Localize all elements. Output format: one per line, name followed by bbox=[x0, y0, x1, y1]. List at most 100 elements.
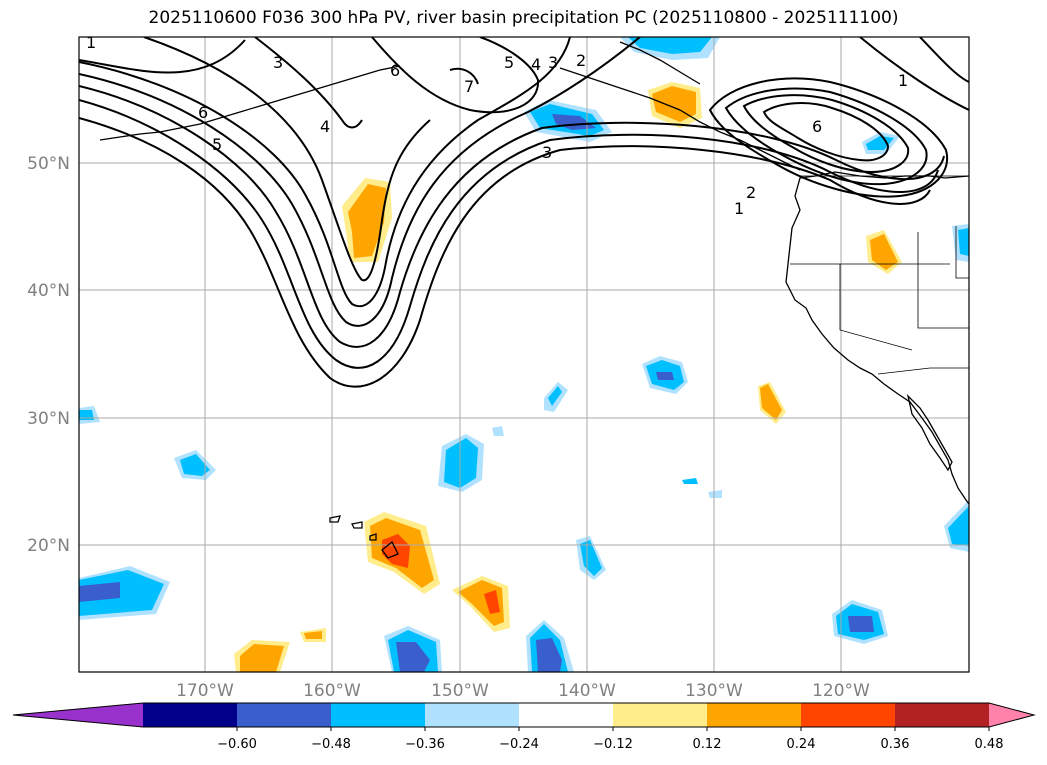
precip-negative-region bbox=[536, 638, 562, 672]
precip-regions bbox=[79, 37, 969, 672]
pv-contour-labels: 1 2 2 3 3 3 4 4 5 5 6 6 6 7 1 1 bbox=[86, 33, 908, 218]
map-content bbox=[79, 37, 969, 672]
latitude-labels: 50°N 40°N 30°N 20°N bbox=[27, 154, 70, 556]
pv-label: 7 bbox=[464, 77, 474, 96]
pv-contour-line bbox=[708, 77, 949, 198]
precip-negative-region bbox=[79, 570, 164, 616]
map-frame bbox=[78, 36, 970, 673]
gridlines bbox=[79, 37, 969, 672]
pv-contour-line bbox=[449, 67, 479, 85]
coastlines bbox=[99, 41, 969, 559]
pv-contours bbox=[79, 37, 969, 388]
pv-label: 4 bbox=[531, 55, 541, 74]
colorbar-tick-label: 0.36 bbox=[881, 737, 910, 752]
pv-contour-line bbox=[371, 37, 540, 114]
pv-label: 3 bbox=[273, 53, 283, 72]
state-borders bbox=[790, 226, 969, 375]
precip-negative-region bbox=[492, 426, 504, 436]
pv-contour-line bbox=[143, 37, 431, 282]
colorbar-tick-label: −0.48 bbox=[311, 737, 351, 752]
pv-label: 6 bbox=[812, 117, 822, 136]
precip-negative-region bbox=[444, 438, 478, 488]
colorbar-tick-label: 0.48 bbox=[975, 737, 1004, 752]
pv-contour-line bbox=[919, 37, 969, 83]
colorbar-tick-label: 0.24 bbox=[787, 737, 816, 752]
pv-contour-line bbox=[79, 39, 246, 74]
colorbar-segment bbox=[237, 703, 332, 727]
precip-negative-region bbox=[958, 228, 969, 256]
pv-label: 1 bbox=[734, 199, 744, 218]
north-america-coastline bbox=[785, 171, 969, 505]
pv-label: 5 bbox=[212, 135, 222, 154]
pv-label: 2 bbox=[576, 51, 586, 70]
pv-label: 6 bbox=[390, 61, 400, 80]
colorbar-segment bbox=[801, 703, 896, 727]
pv-contour-line bbox=[79, 37, 641, 327]
lat-label: 50°N bbox=[27, 154, 70, 174]
colorbar-tick-label: −0.24 bbox=[499, 737, 539, 752]
precip-positive-region bbox=[240, 644, 284, 672]
pv-label: 5 bbox=[504, 53, 514, 72]
map-title: 2025110600 F036 300 hPa PV, river basin … bbox=[148, 8, 899, 28]
precip-negative-region bbox=[79, 582, 120, 602]
baja-california-coastline bbox=[906, 393, 953, 472]
precip-negative-region bbox=[656, 372, 674, 380]
pv-contour-line bbox=[79, 85, 945, 348]
precip-negative-region bbox=[708, 490, 722, 498]
lon-label: 160°W bbox=[303, 681, 361, 701]
precip-negative-region bbox=[866, 136, 894, 150]
pv-contour-line bbox=[254, 37, 363, 129]
colorbar-segment bbox=[707, 703, 802, 727]
precip-positive-region bbox=[870, 234, 898, 270]
lon-label: 120°W bbox=[812, 681, 870, 701]
pv-contour-line bbox=[79, 99, 939, 369]
alaska-coastline bbox=[559, 41, 801, 171]
colorbar-segment bbox=[895, 703, 990, 727]
precip-positive-region bbox=[760, 384, 782, 420]
colorbar-segment bbox=[143, 703, 238, 727]
precip-negative-region bbox=[848, 616, 874, 632]
colorbar-tick-label: −0.36 bbox=[405, 737, 445, 752]
lon-label: 150°W bbox=[431, 681, 489, 701]
pv-contour-line bbox=[859, 37, 969, 111]
pv-contour-line bbox=[762, 102, 890, 162]
precip-negative-region bbox=[682, 478, 698, 484]
lat-label: 40°N bbox=[27, 281, 70, 301]
colorbar-tick-label: −0.60 bbox=[217, 737, 257, 752]
precip-negative-region bbox=[580, 540, 602, 576]
colorbar-extend-max bbox=[989, 703, 1034, 727]
colorbar-tick-label: 0.12 bbox=[693, 737, 722, 752]
precip-negative-region bbox=[396, 642, 430, 672]
colorbar-tick-label: −0.12 bbox=[593, 737, 633, 752]
lat-label: 30°N bbox=[27, 409, 70, 429]
pv-contour-line bbox=[742, 94, 910, 174]
pv-label: 4 bbox=[320, 117, 330, 136]
lat-label: 20°N bbox=[27, 536, 70, 556]
aleutian-islands bbox=[99, 65, 401, 141]
precip-positive-region bbox=[304, 631, 322, 639]
pv-label: 2 bbox=[746, 183, 756, 202]
pv-label: 3 bbox=[542, 143, 552, 162]
precip-negative-region bbox=[948, 506, 969, 546]
colorbar-segment bbox=[331, 703, 426, 727]
colorbar-extend-min bbox=[13, 703, 143, 727]
colorbar: −0.60 −0.48 −0.36 −0.24 −0.12 0.12 0.24 0.36 0.4… bbox=[12, 702, 1036, 752]
precip-negative-region bbox=[180, 454, 210, 476]
pv-contour-line bbox=[79, 117, 931, 388]
pv-contour-line bbox=[79, 37, 571, 308]
lon-label: 130°W bbox=[685, 681, 743, 701]
colorbar-segment bbox=[613, 703, 708, 727]
pv-label: 1 bbox=[86, 33, 96, 52]
colorbar-outline bbox=[12, 702, 1036, 728]
pv-label: 3 bbox=[548, 53, 558, 72]
precip-negative-region bbox=[548, 386, 562, 406]
precip-positive-region bbox=[348, 184, 386, 258]
longitude-labels: 170°W 160°W 150°W 140°W 130°W 120°W bbox=[176, 681, 870, 701]
lon-label: 170°W bbox=[176, 681, 234, 701]
precip-negative-region bbox=[628, 37, 712, 54]
colorbar-segment bbox=[519, 703, 614, 727]
colorbar-segment bbox=[425, 703, 520, 727]
hawaii-islands bbox=[329, 515, 399, 559]
pv-label: 1 bbox=[898, 71, 908, 90]
